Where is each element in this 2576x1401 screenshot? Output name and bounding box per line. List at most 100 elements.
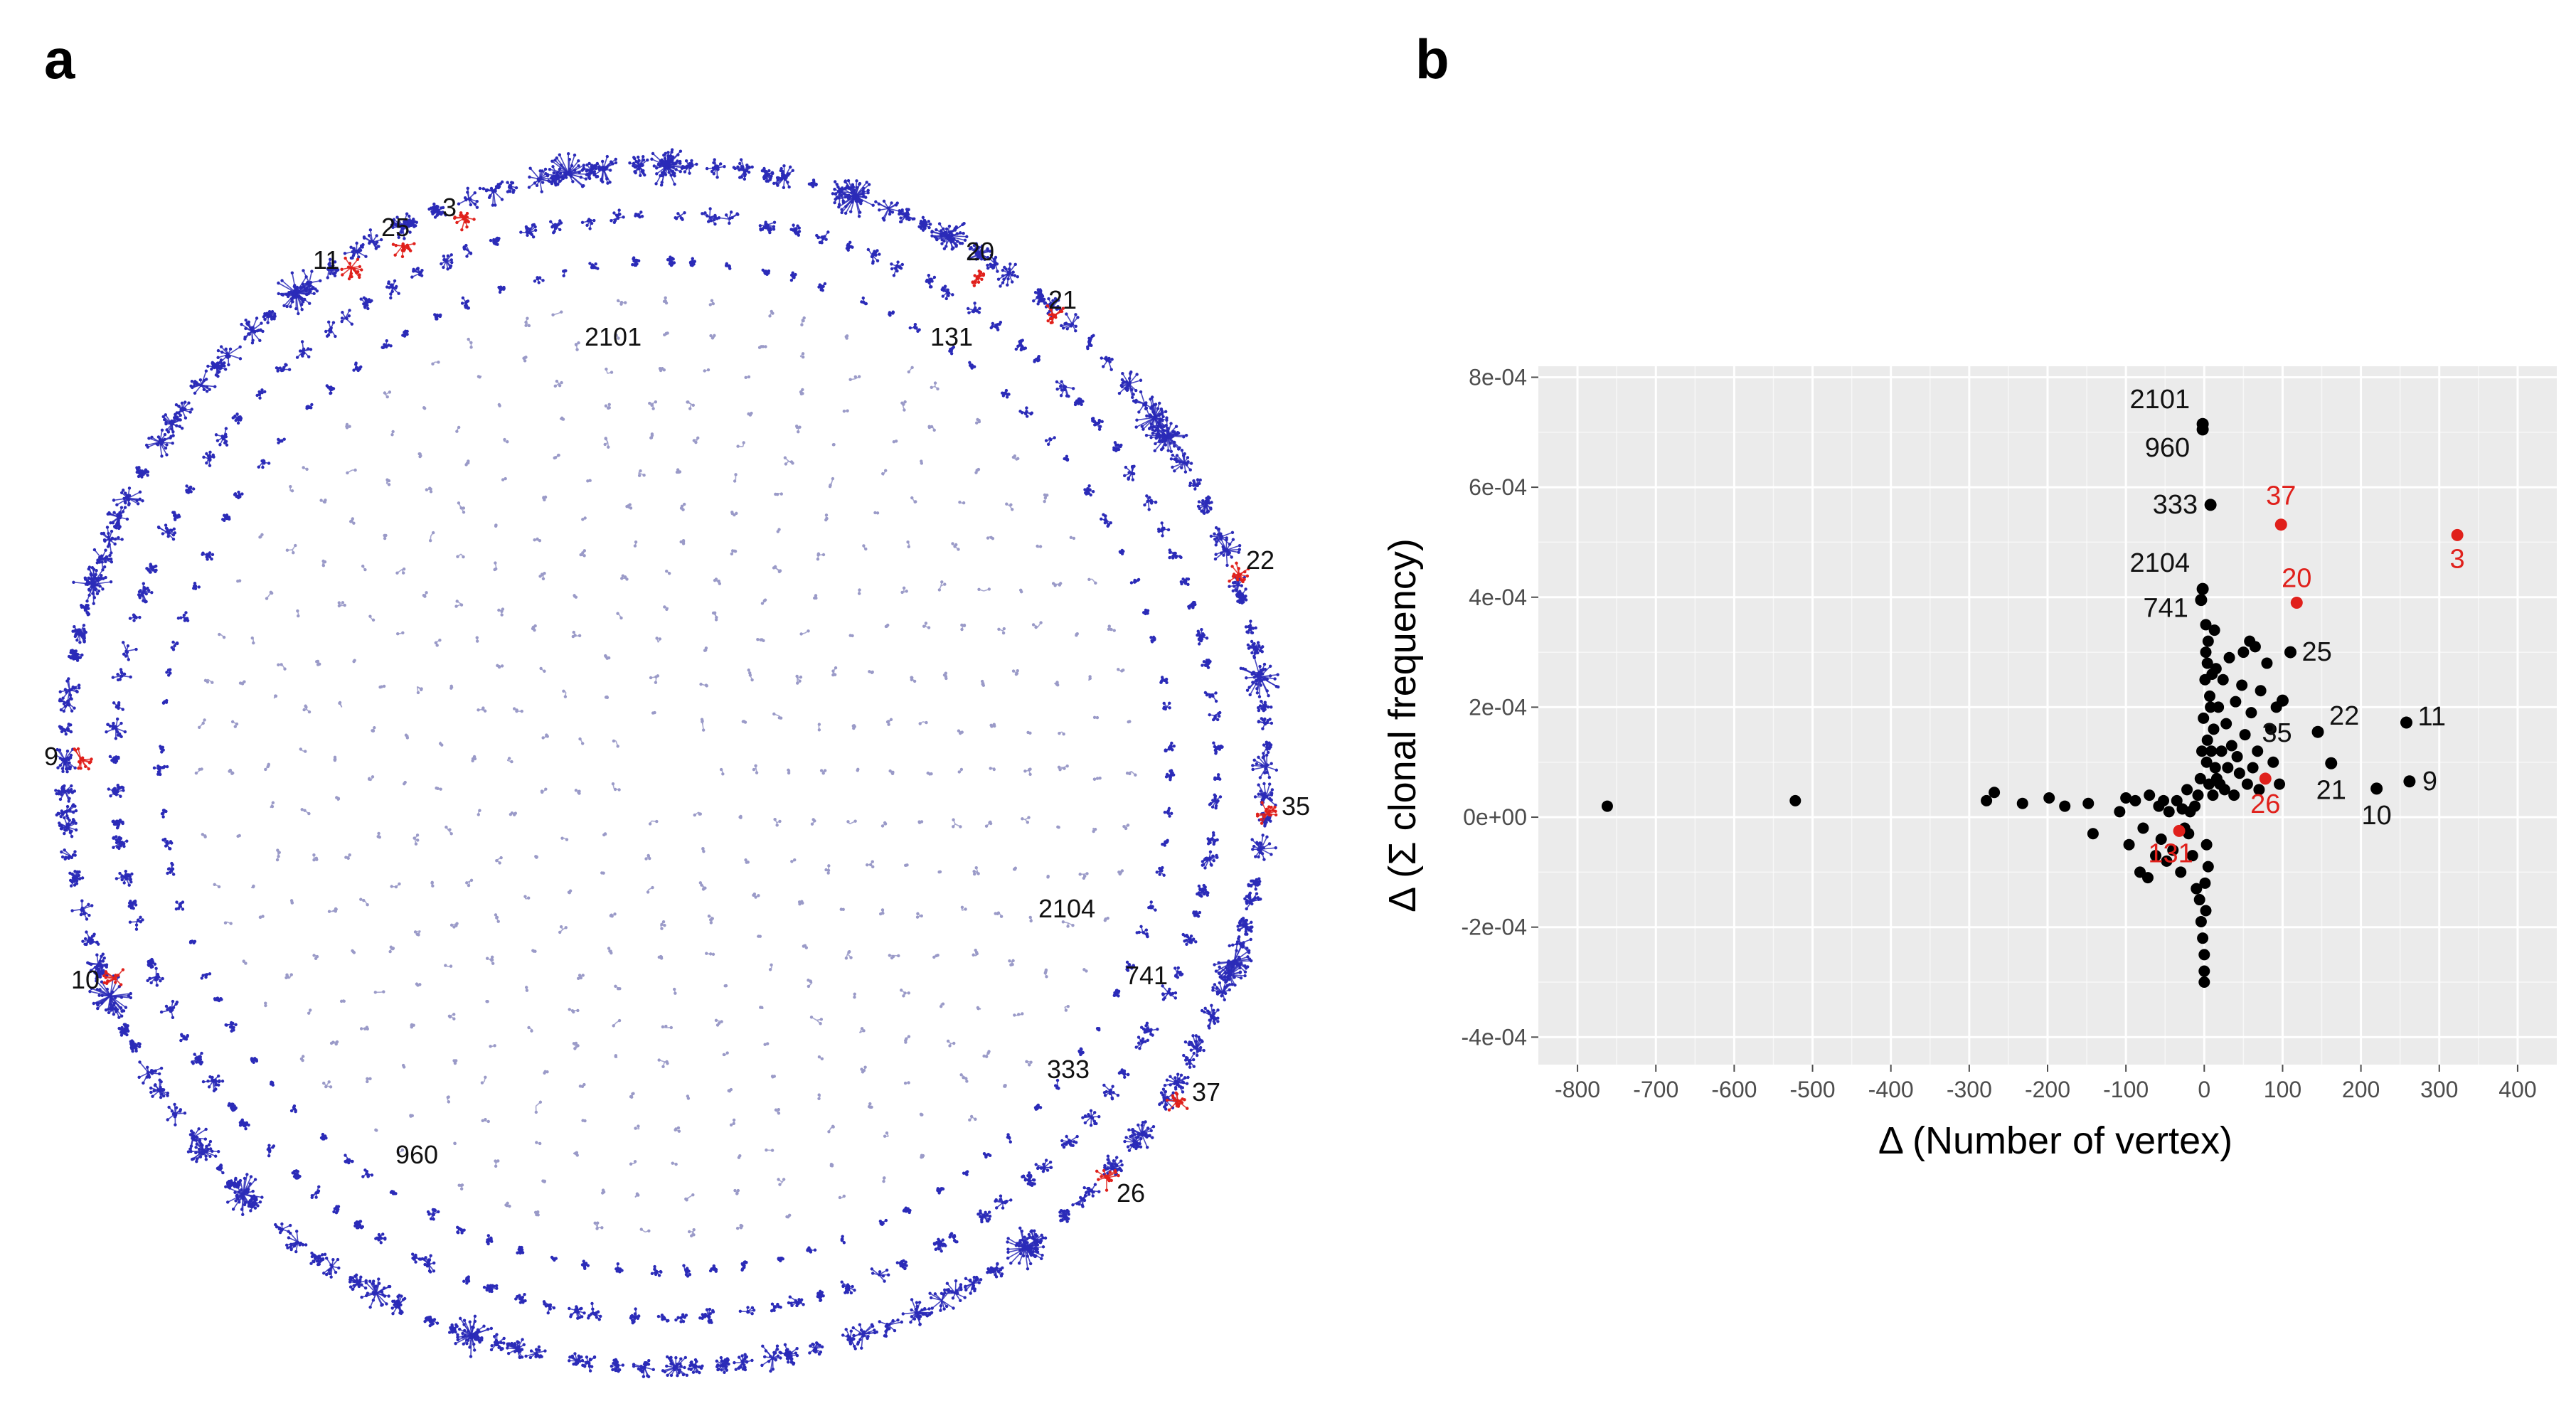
network-node (918, 1311, 922, 1315)
network-node (1270, 788, 1274, 792)
network-node (1080, 1203, 1084, 1207)
network-node (1236, 925, 1240, 928)
network-node (1162, 1096, 1166, 1099)
network-node (1144, 1120, 1147, 1124)
network-node (102, 531, 106, 536)
network-node (258, 1200, 262, 1204)
network-cluster (1253, 782, 1277, 807)
network-node (1267, 782, 1272, 786)
network-node (674, 1355, 678, 1360)
network-node (1083, 1193, 1087, 1198)
network-node (769, 1354, 772, 1358)
network-node (1216, 1020, 1220, 1023)
network-node (321, 1257, 325, 1261)
network-node (171, 434, 175, 437)
network-node (1262, 782, 1266, 786)
network-node (489, 1348, 494, 1352)
network-node (432, 202, 436, 206)
network-node (1243, 974, 1247, 978)
network-node (1059, 1219, 1063, 1222)
network-node (361, 245, 364, 249)
network-node (573, 1352, 577, 1355)
network-node (1093, 1183, 1097, 1186)
network-node (319, 279, 322, 282)
network-node (600, 177, 603, 181)
network-edge (1254, 760, 1267, 767)
network-cluster (1071, 1187, 1091, 1208)
network-node (502, 1336, 506, 1341)
network-node (95, 940, 99, 944)
network-node (368, 228, 373, 232)
network-node (582, 1365, 587, 1368)
network-node (403, 1296, 407, 1301)
network-node (867, 1331, 871, 1335)
network-node (74, 809, 78, 813)
network-node (952, 1306, 955, 1310)
network-node (228, 347, 233, 351)
network-cluster (106, 506, 129, 531)
network-node (323, 1252, 327, 1257)
network-node (88, 938, 92, 942)
network-node (123, 506, 127, 509)
network-node (73, 870, 77, 873)
network-node (377, 1277, 380, 1281)
network-node (295, 1230, 299, 1233)
network-node (959, 1287, 963, 1291)
network-node (687, 1367, 691, 1371)
network-node (878, 1320, 881, 1323)
network-node (1253, 795, 1257, 799)
network-node (98, 555, 102, 559)
network-node (1136, 1145, 1140, 1149)
network-node (364, 1279, 368, 1283)
network-node (272, 317, 276, 321)
network-node (1238, 971, 1242, 974)
network-node (1237, 928, 1240, 932)
network-node (238, 345, 242, 349)
network-node (896, 1318, 900, 1322)
network-node (198, 1148, 201, 1151)
network-node (72, 810, 75, 814)
network-node (165, 443, 169, 447)
network-node (939, 1309, 942, 1312)
network-node (1186, 1056, 1189, 1060)
network-node (1110, 1162, 1114, 1166)
network-edge (1252, 765, 1267, 767)
network-node (190, 380, 194, 383)
network-node (764, 1349, 768, 1353)
network-node (1211, 989, 1215, 992)
network-node (1211, 986, 1215, 989)
network-node (351, 1287, 355, 1291)
network-node (614, 1368, 617, 1372)
network-node (568, 1359, 571, 1363)
network-node (637, 1367, 641, 1371)
network-node (59, 708, 63, 712)
network-node (1186, 1075, 1190, 1080)
network-node (387, 1284, 391, 1289)
network-node (127, 503, 131, 507)
network-node (151, 1094, 154, 1098)
network-node (83, 937, 87, 941)
network-node (71, 629, 75, 633)
network-node (104, 548, 107, 552)
network-node (201, 1148, 205, 1151)
network-node (964, 1277, 968, 1281)
network-node (917, 1301, 922, 1304)
network-node (78, 877, 82, 880)
network-cluster (778, 1343, 799, 1366)
network-node (85, 611, 89, 614)
network-node (183, 400, 187, 404)
network-node (191, 1131, 195, 1135)
network-node (1259, 789, 1262, 793)
network-node (100, 970, 103, 974)
network-node (541, 181, 545, 184)
network-node (63, 848, 66, 852)
network-node (610, 1364, 614, 1368)
network-node (1270, 762, 1273, 765)
network-node (977, 1281, 981, 1284)
network-node (909, 1320, 912, 1324)
network-node (60, 809, 63, 813)
network-node (368, 1305, 372, 1309)
network-node (86, 961, 90, 965)
network-node (78, 641, 82, 644)
network-node (229, 1182, 233, 1186)
